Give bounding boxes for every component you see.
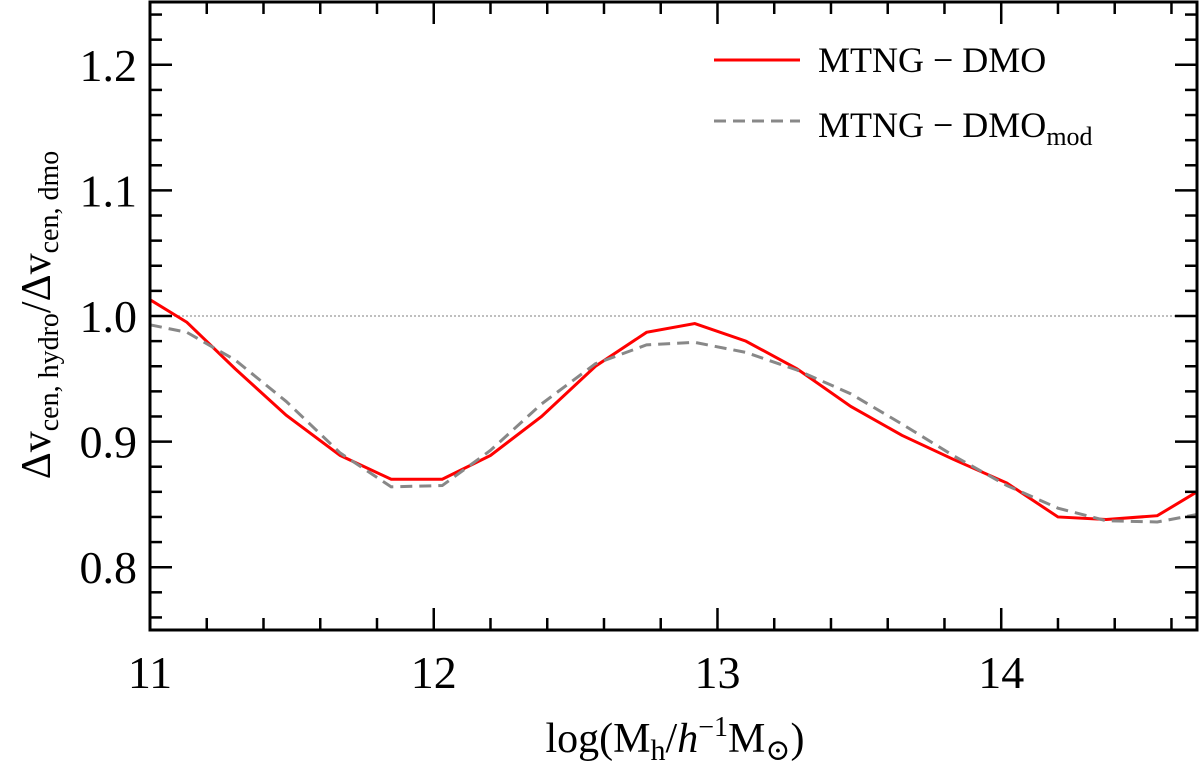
series-line-1 [149, 323, 1198, 524]
y-tick-label: 1.0 [80, 291, 138, 342]
x-tick-label: 14 [978, 647, 1024, 698]
y-axis-label: Δvcen, hydro/Δvcen, dmo [14, 151, 65, 480]
x-tick-label: 12 [411, 647, 457, 698]
x-tick-label: 11 [128, 647, 172, 698]
x-tick-label: 13 [694, 647, 740, 698]
ticks: 11 12 13 14 0.8 0.9 1.0 1.1 1.2 [80, 0, 1199, 698]
series-line-0 [149, 298, 1198, 521]
x-axis-label: log(Mh/h−1M⊙) [546, 712, 805, 764]
legend-label-mtng-dmo-mod: MTNG − DMOmod [818, 105, 1093, 151]
y-tick-label: 1.1 [80, 165, 138, 216]
plot-area [149, 298, 1198, 524]
y-tick-label: 0.9 [80, 417, 138, 468]
y-tick-label: 0.8 [80, 542, 138, 593]
legend: MTNG − DMO MTNG − DMOmod [714, 40, 1093, 151]
y-tick-label: 1.2 [80, 40, 138, 91]
legend-label-mtng-dmo: MTNG − DMO [818, 40, 1046, 80]
